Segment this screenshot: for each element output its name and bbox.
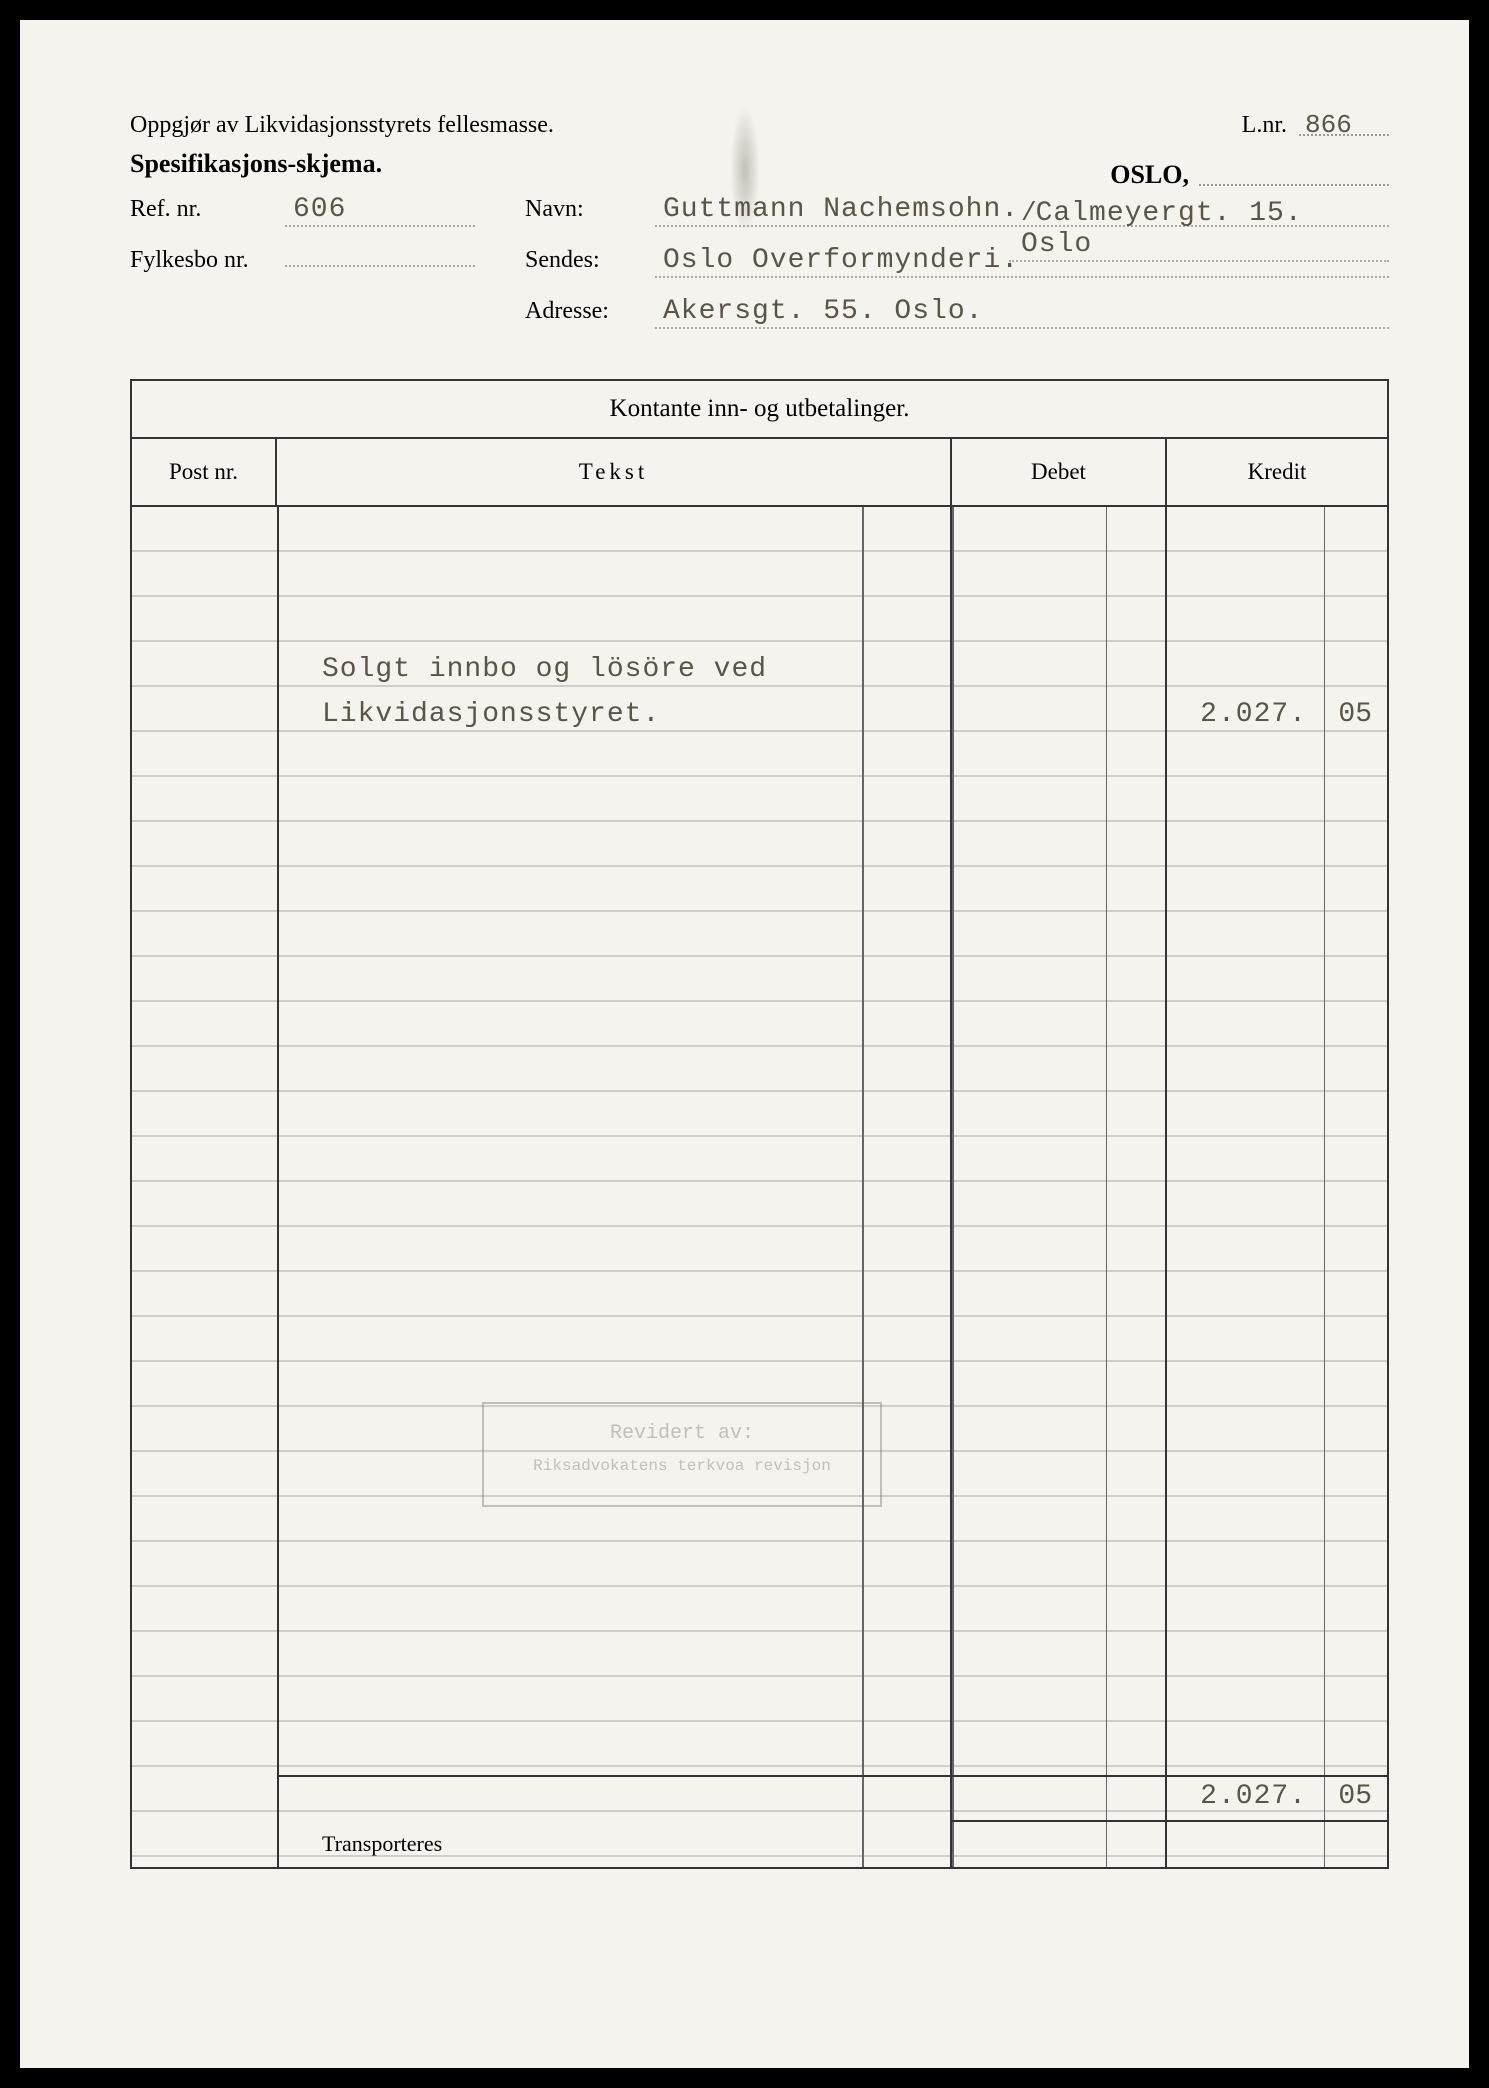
bottom-rule <box>277 1775 1387 1777</box>
col-rule <box>952 507 954 1867</box>
ledger-table: Kontante inn- og utbetalinger. Post nr. … <box>130 379 1389 1869</box>
form-row-adresse: Adresse: Akersgt. 55. Oslo. <box>130 296 1389 329</box>
inline-address: /Calmeyergt. 15. Oslo <box>1009 198 1389 262</box>
revision-stamp: Revidert av: Riksadvokatens terkvoa revi… <box>482 1402 882 1507</box>
col-rule <box>1324 507 1326 1867</box>
adresse-value: Akersgt. 55. Oslo. <box>655 296 1389 329</box>
refnr-label: Ref. nr. <box>130 196 285 223</box>
col-rule <box>277 507 279 1867</box>
entry-text-line2: Likvidasjonsstyret. <box>322 699 660 730</box>
total-kredit: 2.027. <box>1200 1781 1307 1812</box>
fylkesbo-value <box>285 265 475 267</box>
table-title: Kontante inn- og utbetalinger. <box>132 381 1387 439</box>
header-title-1: Oppgjør av Likvidasjonsstyrets fellesmas… <box>130 112 554 139</box>
col-rule <box>1106 507 1108 1867</box>
document-page: Oppgjør av Likvidasjonsstyrets fellesmas… <box>20 20 1469 2068</box>
total-rule <box>952 1820 1387 1823</box>
table-body: Solgt innbo og lösöre ved Likvidasjonsst… <box>132 507 1387 1867</box>
col-header-debet: Debet <box>952 439 1167 505</box>
entry-kredit: 2.027. <box>1200 699 1307 730</box>
stamp-line2: Riksadvokatens terkvoa revisjon <box>504 1457 860 1475</box>
header-row-1: Oppgjør av Likvidasjonsstyrets fellesmas… <box>130 110 1389 139</box>
col-rule <box>950 507 952 1867</box>
refnr-value: 606 <box>285 194 475 227</box>
paper-smudge <box>730 105 760 235</box>
lnr-field: L.nr. 866 <box>1242 110 1389 139</box>
lnr-value: 866 <box>1299 110 1389 136</box>
col-rule <box>862 507 864 1867</box>
navn-label: Navn: <box>525 196 655 223</box>
oslo-date-blank <box>1199 164 1389 186</box>
entry-kredit-cents: 05 <box>1338 699 1372 730</box>
inline-address-text: Calmeyergt. 15. Oslo <box>1021 198 1303 260</box>
stamp-line1: Revidert av: <box>504 1422 860 1445</box>
table-headers: Post nr. Tekst Debet Kredit <box>132 439 1387 507</box>
total-kredit-cents: 05 <box>1338 1781 1372 1812</box>
col-rule <box>1165 507 1167 1867</box>
entry-text-line1: Solgt innbo og lösöre ved <box>322 654 767 685</box>
col-header-tekst: Tekst <box>277 439 952 505</box>
adresse-label: Adresse: <box>525 298 655 325</box>
header-section: Oppgjør av Likvidasjonsstyrets fellesmas… <box>130 110 1389 329</box>
sendes-label: Sendes: <box>525 247 655 274</box>
col-header-kredit: Kredit <box>1167 439 1387 505</box>
lnr-label: L.nr. <box>1242 112 1287 139</box>
oslo-label: OSLO, <box>1110 160 1189 190</box>
transporteres-label: Transporteres <box>322 1831 442 1857</box>
col-header-postnr: Post nr. <box>132 439 277 505</box>
fylkesbo-label: Fylkesbo nr. <box>130 247 285 274</box>
